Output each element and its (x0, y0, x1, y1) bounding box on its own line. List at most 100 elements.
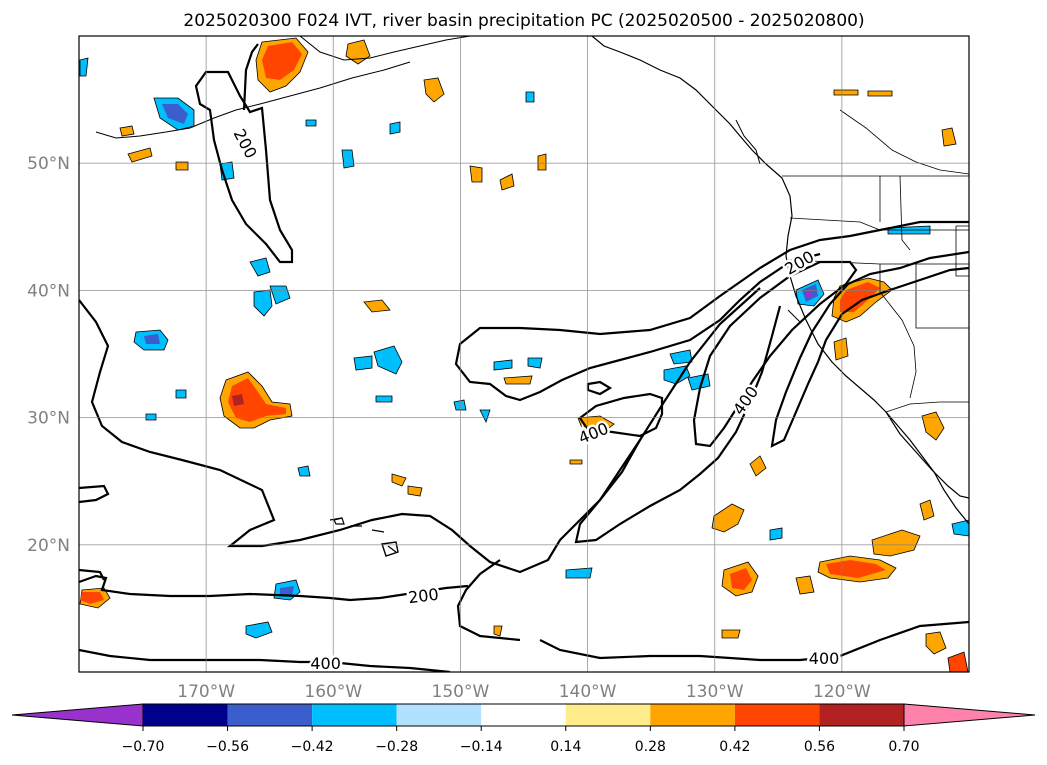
anomaly-negative (479, 409, 491, 424)
anomaly-positive (407, 485, 423, 497)
anomaly-positive (919, 499, 935, 521)
anomaly-negative (175, 389, 187, 399)
anomaly-negative (375, 395, 393, 403)
ivt-contour-layer (79, 43, 969, 672)
colorbar-segment (734, 704, 820, 726)
anomaly-negative (951, 519, 969, 537)
anomaly-negative (687, 373, 711, 391)
colorbar-tick-label: −0.70 (122, 739, 165, 755)
ivt-contour-400 (770, 250, 969, 448)
lat-tick-label: 40°N (27, 281, 70, 301)
colorbar-segment (396, 704, 482, 726)
anomaly-positive (175, 161, 189, 171)
anomaly-negative-core (806, 290, 812, 298)
anomaly-positive (499, 173, 515, 191)
anomaly-positive (921, 411, 945, 441)
contour-label: 400 (809, 649, 840, 668)
anomaly-negative (145, 413, 157, 421)
anomaly-positive (925, 631, 947, 655)
lon-tick-label: 120°W (813, 682, 871, 702)
border-nv-ut (915, 264, 969, 329)
anomaly-negative (341, 149, 355, 169)
anomaly-positive (871, 529, 921, 557)
anomaly-negative-core (280, 586, 294, 596)
border-layer (782, 109, 969, 413)
anomaly-positive (711, 503, 745, 533)
anomaly-positive (363, 299, 391, 313)
anomaly-positive-core (262, 42, 302, 80)
anomaly-positive (469, 165, 483, 183)
anomaly-positive (721, 629, 741, 639)
coastline-sf-bay (787, 309, 801, 323)
ivt-contour-200 (79, 568, 105, 581)
anomaly-positive (833, 89, 859, 96)
anomaly-positive (537, 153, 547, 171)
lon-tick-label: 150°W (432, 682, 490, 702)
coastline-layer (95, 36, 969, 553)
map-frame (78, 35, 970, 673)
colorbar-tick-label: −0.56 (206, 739, 249, 755)
coastline-islands (95, 131, 167, 139)
colorbar-ticks: −0.70 −0.56 −0.42 −0.28 −0.14 0.14 0.28 0.42 0.5… (122, 726, 920, 755)
anomaly-positive (833, 337, 849, 361)
anomaly-positive-core (228, 378, 286, 422)
colorbar-frame (142, 703, 905, 727)
lon-tick-label: 170°W (177, 682, 235, 702)
colorbar-tick-label: −0.14 (460, 739, 503, 755)
colorbar-tick-label: 0.14 (550, 739, 581, 755)
coastline-alaska (299, 36, 471, 61)
ivt-contour-200 (454, 220, 969, 402)
ivt-contour-200 (79, 484, 110, 504)
anomaly-positive (947, 651, 969, 672)
ivt-contour-200 (456, 559, 521, 642)
coastline-haida (735, 119, 761, 165)
colorbar-tick-label: 0.42 (719, 739, 750, 755)
anomaly-positive (867, 90, 893, 97)
coastline-hawaii (329, 517, 397, 553)
lon-tick-label: 140°W (559, 682, 617, 702)
anomaly-positive (119, 125, 135, 137)
anomaly-positive (423, 77, 445, 103)
colorbar-segments (11, 703, 1036, 727)
anomaly-negative (373, 345, 403, 375)
border-or-wa (789, 217, 969, 231)
anomaly-negative (245, 621, 273, 639)
anomaly-negative (669, 349, 693, 365)
anomaly-negative (493, 359, 513, 371)
anomaly-positive (503, 375, 533, 385)
border-us-mexico (885, 401, 969, 413)
anomaly-negative (769, 527, 783, 541)
anomaly-positive-core (232, 394, 244, 406)
ivt-contour-400 (79, 648, 451, 672)
anomaly-positive-core (826, 560, 886, 578)
colorbar-segment (143, 704, 228, 726)
colorbar-tick-label: 0.70 (888, 739, 919, 755)
anomaly-negative (389, 121, 401, 135)
ivt-contour-200 (242, 43, 259, 111)
coastline-west-na (591, 36, 969, 525)
colorbar-segment (227, 704, 313, 726)
anomaly-negative (305, 119, 317, 127)
border-idaho (879, 175, 911, 251)
anomaly-positive-core (840, 282, 880, 312)
contour-label: 200 (407, 585, 440, 608)
colorbar-tick-label: −0.42 (291, 739, 334, 755)
colorbar-segment (565, 704, 651, 726)
anomaly-positive (569, 459, 583, 465)
ivt-contour-400 (692, 260, 858, 448)
anomaly-positive (391, 473, 407, 487)
anomaly-positive (749, 455, 767, 477)
lat-axis-labels: 50°N 40°N 30°N 20°N (27, 154, 70, 556)
ivt-contour-200 (381, 541, 399, 557)
ivt-contour-400 (574, 287, 782, 544)
anomaly-negative-core (162, 104, 188, 124)
graticule (79, 36, 969, 672)
contour-label: 400 (310, 654, 341, 673)
lon-axis-labels: 170°W 160°W 150°W 140°W 130°W 120°W (177, 682, 871, 702)
ivt-contour-200 (79, 574, 469, 602)
colorbar: −0.70 −0.56 −0.42 −0.28 −0.14 0.14 0.28 0.42 0.5… (11, 703, 1036, 755)
anomaly-negative (525, 91, 535, 103)
colorbar-segment (312, 704, 397, 726)
colorbar-tick-label: 0.56 (804, 739, 835, 755)
